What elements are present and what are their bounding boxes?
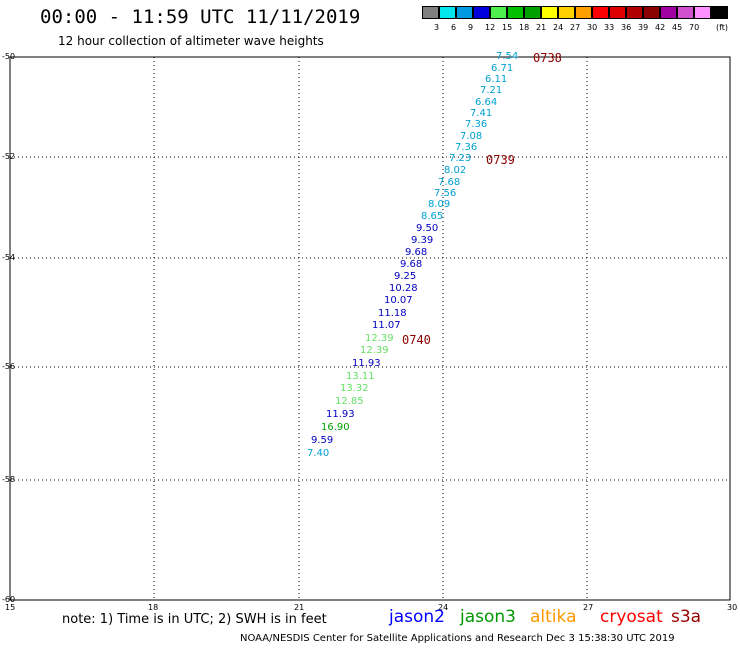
wave-height-value: 7.56 — [434, 188, 457, 199]
latitude-tick-label: -58 — [2, 475, 16, 484]
legend-swatch — [490, 6, 507, 19]
legend-swatch — [507, 6, 524, 19]
legend-label: 9 — [468, 23, 474, 32]
legend-swatch — [558, 6, 575, 19]
legend-swatch — [439, 6, 456, 19]
legend-swatch — [626, 6, 643, 19]
wave-height-value: 9.68 — [405, 247, 428, 258]
wave-height-value: 8.02 — [444, 165, 467, 176]
wave-height-value: 11.93 — [352, 358, 381, 369]
latitude-tick-label: -50 — [2, 52, 16, 61]
wave-height-value: 7.68 — [438, 177, 461, 188]
legend-label: 70 — [689, 23, 700, 32]
legend-swatch — [711, 6, 728, 19]
longitude-tick-label: 15 — [5, 603, 16, 612]
longitude-tick-label: 18 — [148, 603, 159, 612]
time-label: 0739 — [486, 153, 515, 167]
wave-height-value: 10.28 — [389, 283, 418, 294]
legend-label: 12 — [485, 23, 496, 32]
legend-swatch — [609, 6, 626, 19]
wave-height-value: 10.07 — [384, 295, 413, 306]
wave-height-value: 12.85 — [335, 396, 364, 407]
map-title: 00:00 - 11:59 UTC 11/11/2019 — [40, 6, 361, 28]
wave-height-value: 9.25 — [394, 271, 417, 282]
time-label: 0740 — [402, 333, 431, 347]
longitude-tick-label: 21 — [294, 603, 305, 612]
wave-height-value: 12.39 — [360, 345, 389, 356]
legend-label: 30 — [587, 23, 598, 32]
legend-label: 24 — [553, 23, 564, 32]
wave-height-value: 6.11 — [485, 74, 508, 85]
plot-frame — [9, 56, 731, 601]
wave-height-value: 11.18 — [378, 308, 407, 319]
satellite-name: jason2 — [389, 607, 445, 627]
wave-height-value: 7.21 — [480, 85, 503, 96]
legend-unit: (ft) — [716, 23, 729, 32]
latitude-tick-label: -56 — [2, 362, 16, 371]
satellite-name: altika — [530, 607, 577, 627]
legend-label: 45 — [672, 23, 683, 32]
legend-swatch — [694, 6, 711, 19]
wave-height-value: 11.93 — [326, 409, 355, 420]
wave-height-value: 9.39 — [411, 235, 434, 246]
legend-label: 42 — [655, 23, 666, 32]
wave-height-value: 7.54 — [496, 51, 519, 62]
wave-height-value: 9.50 — [416, 223, 439, 234]
satellite-name: jason3 — [460, 607, 516, 627]
wave-height-value: 7.40 — [307, 448, 330, 459]
legend-swatch — [660, 6, 677, 19]
legend-label: 36 — [621, 23, 632, 32]
wave-height-value: 6.71 — [491, 63, 514, 74]
latitude-tick-label: -54 — [2, 253, 16, 262]
longitude-tick-label: 30 — [727, 603, 738, 612]
legend-swatch — [575, 6, 592, 19]
wave-height-value: 16.90 — [321, 422, 350, 433]
wave-height-value: 9.59 — [311, 435, 334, 446]
legend-label: 18 — [519, 23, 530, 32]
longitude-tick-label: 27 — [583, 603, 594, 612]
wave-height-value: 11.07 — [372, 320, 401, 331]
wave-height-value: 7.08 — [460, 131, 483, 142]
wave-height-value: 13.32 — [340, 383, 369, 394]
wave-height-value: 7.36 — [465, 119, 488, 130]
legend-label: 6 — [451, 23, 457, 32]
map-subtitle: 12 hour collection of altimeter wave hei… — [58, 34, 324, 48]
time-label: 0738 — [533, 51, 562, 65]
legend-label: 21 — [536, 23, 547, 32]
legend-label: 15 — [502, 23, 513, 32]
wave-height-value: 7.36 — [455, 142, 478, 153]
latitude-tick-label: -60 — [2, 595, 16, 604]
wave-height-value: 7.41 — [470, 108, 493, 119]
legend-label: 39 — [638, 23, 649, 32]
latitude-tick-label: -52 — [2, 152, 16, 161]
legend-swatch — [541, 6, 558, 19]
legend-swatch — [592, 6, 609, 19]
wave-height-value: 7.23 — [449, 153, 472, 164]
longitude-tick-label: 24 — [438, 603, 449, 612]
grid-lines — [10, 57, 730, 600]
legend-swatch — [643, 6, 660, 19]
legend-swatch — [677, 6, 694, 19]
wave-height-value: 8.65 — [421, 211, 444, 222]
credit-line: NOAA/NESDIS Center for Satellite Applica… — [240, 633, 675, 644]
legend-label: 27 — [570, 23, 581, 32]
legend-swatch — [473, 6, 490, 19]
legend-swatch — [422, 6, 439, 19]
satellite-name: cryosat — [600, 607, 663, 627]
wave-height-value: 6.64 — [475, 97, 498, 108]
wave-height-value: 9.68 — [400, 259, 423, 270]
legend-label: 33 — [604, 23, 615, 32]
wave-height-value: 8.09 — [428, 199, 451, 210]
footer-note: note: 1) Time is in UTC; 2) SWH is in fe… — [62, 612, 327, 627]
legend-swatch — [524, 6, 541, 19]
legend-label: 3 — [434, 23, 440, 32]
satellite-name: s3a — [671, 607, 702, 627]
wave-height-value: 13.11 — [346, 371, 375, 382]
legend-swatch — [456, 6, 473, 19]
wave-height-value: 12.39 — [365, 333, 394, 344]
